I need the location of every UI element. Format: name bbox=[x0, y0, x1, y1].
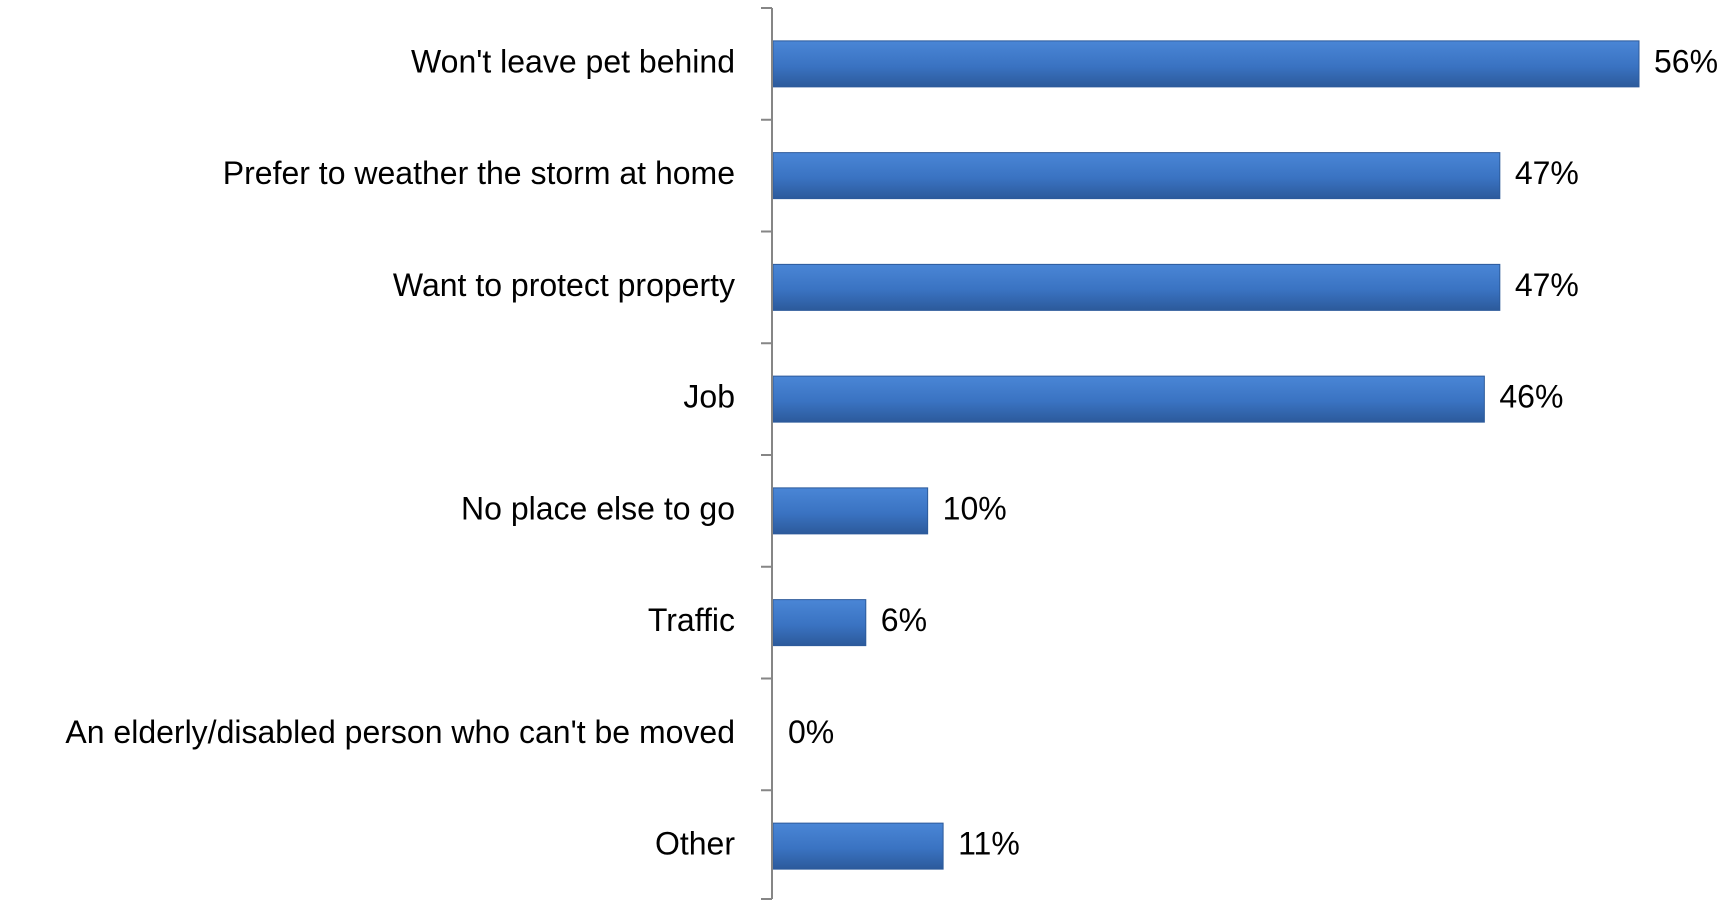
data-label: 47% bbox=[1515, 155, 1579, 191]
category-label: Prefer to weather the storm at home bbox=[223, 155, 735, 191]
bars-layer bbox=[772, 40, 1640, 870]
data-label: 0% bbox=[788, 714, 834, 750]
category-label: Want to protect property bbox=[393, 267, 735, 303]
category-label: An elderly/disabled person who can't be … bbox=[65, 714, 735, 750]
bar bbox=[772, 599, 867, 647]
bar bbox=[772, 40, 1640, 88]
data-label: 11% bbox=[958, 826, 1020, 862]
bar bbox=[772, 152, 1501, 200]
category-label: Won't leave pet behind bbox=[411, 43, 735, 79]
category-label: Job bbox=[683, 379, 735, 415]
data-label: 6% bbox=[881, 602, 927, 638]
category-axis bbox=[761, 7, 773, 900]
category-labels: Won't leave pet behind Prefer to weather … bbox=[65, 43, 735, 861]
data-label: 10% bbox=[943, 490, 1007, 526]
bar bbox=[772, 822, 944, 870]
category-label: No place else to go bbox=[461, 490, 735, 526]
data-labels: 56% 47% 47% 46% 10% 6% 0% 11% bbox=[788, 43, 1718, 861]
data-label: 47% bbox=[1515, 267, 1579, 303]
bar bbox=[772, 487, 929, 535]
data-label: 56% bbox=[1654, 43, 1718, 79]
category-label: Traffic bbox=[648, 602, 735, 638]
bar bbox=[772, 375, 1485, 423]
data-label: 46% bbox=[1499, 379, 1563, 415]
category-label: Other bbox=[655, 826, 735, 862]
bar bbox=[772, 263, 1501, 311]
